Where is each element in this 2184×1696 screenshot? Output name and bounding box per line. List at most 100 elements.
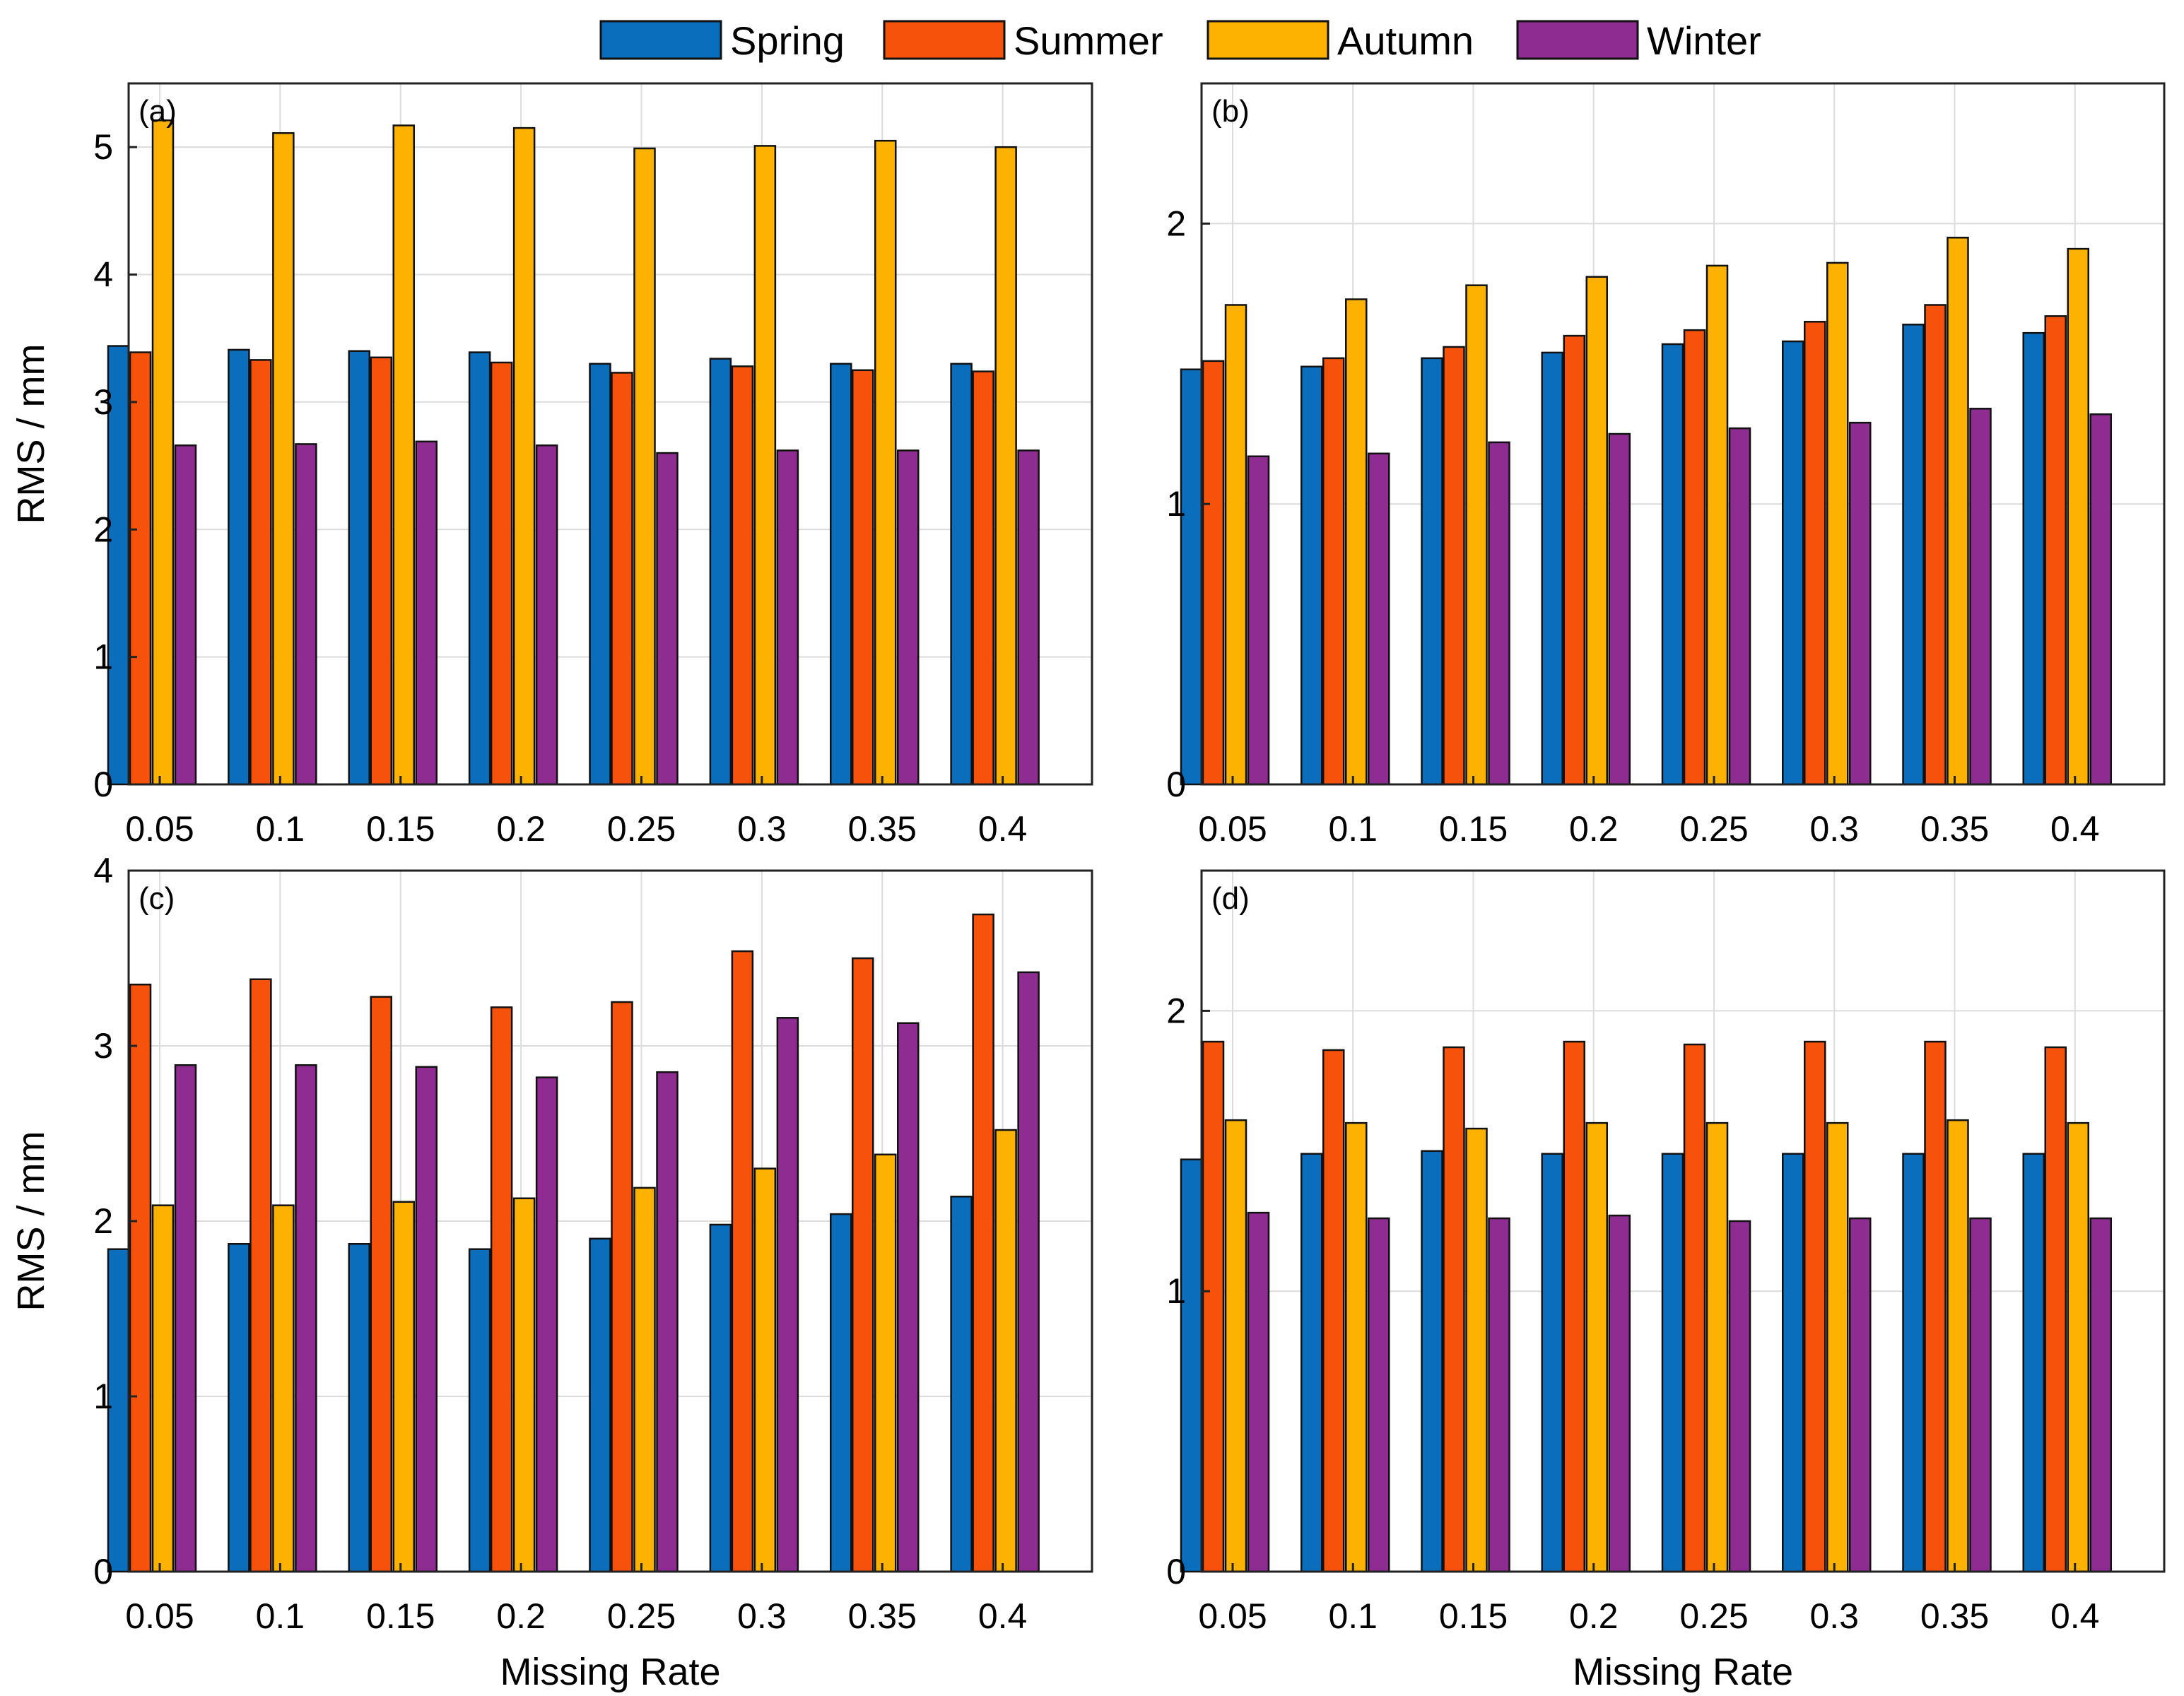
y-tick-label: 3: [93, 1026, 113, 1066]
bar-winter-0.4: [2089, 413, 2112, 786]
bar-summer-0.05: [1202, 360, 1225, 786]
bar-winter-0.2: [535, 444, 558, 786]
x-tick-label: 0.1: [1328, 1596, 1378, 1636]
x-tick-label: 0.05: [1198, 809, 1267, 849]
bar-summer-0.4: [2044, 1046, 2067, 1573]
bar-summer-0.15: [1443, 346, 1465, 786]
bar-spring-0.1: [1301, 1153, 1323, 1573]
bar-autumn-0.35: [1947, 1119, 1969, 1573]
legend-item-summer: Summer: [883, 18, 1163, 63]
bar-winter-0.3: [1849, 1217, 1872, 1573]
bar-summer-0.25: [1683, 329, 1706, 786]
bars: [1180, 1040, 2112, 1573]
x-tick-label: 0.35: [1920, 809, 1989, 849]
bar-spring-0.3: [1782, 340, 1804, 786]
bar-summer-0.2: [1563, 334, 1585, 786]
bar-autumn-0.2: [512, 126, 536, 786]
bar-summer-0.15: [370, 996, 392, 1573]
bar-spring-0.05: [1180, 1158, 1203, 1573]
bar-spring-0.2: [468, 351, 491, 786]
x-tick-label: 0.3: [1809, 809, 1859, 849]
bar-spring-0.3: [709, 1223, 732, 1573]
bar-spring-0.4: [950, 363, 973, 786]
bar-summer-0.1: [249, 978, 272, 1573]
panel-a: 0 1 2 3 4 5 0.05 0.1 0.15 0.2 0.25 0.3 0.35 0.4 (a) RMS…: [10, 82, 1093, 849]
bar-winter-0.25: [1728, 427, 1751, 786]
bar-autumn-0.15: [392, 1201, 415, 1573]
bar-summer-0.35: [852, 369, 874, 786]
x-tick-label: 0.2: [496, 1596, 546, 1636]
bar-winter-0.3: [776, 449, 799, 786]
bar-autumn-0.15: [1465, 284, 1488, 786]
axes-frame: [127, 82, 1093, 786]
bar-autumn-0.1: [272, 132, 295, 786]
bars: [1180, 236, 2112, 786]
bar-spring-0.05: [1180, 368, 1203, 786]
bar-autumn-0.25: [1705, 1121, 1729, 1573]
panel-c: 0 1 2 3 4 0.05 0.1 0.15 0.2 0.25 0.3 0.35 0.4 (c) RMS …: [10, 851, 1093, 1693]
legend-label-summer: Summer: [1014, 18, 1163, 63]
legend-swatch-winter: [1516, 20, 1639, 60]
bar-spring-0.35: [830, 1213, 852, 1573]
y-tick-label: 2: [1166, 991, 1186, 1030]
bar-spring-0.15: [1421, 1150, 1443, 1573]
x-tick-label: 0.15: [366, 1596, 435, 1636]
bar-autumn-0.3: [753, 145, 777, 786]
x-tick-label: 0.05: [125, 809, 194, 849]
panel-label: (d): [1211, 881, 1250, 916]
bar-summer-0.3: [1804, 1040, 1826, 1573]
panel-label: (a): [139, 94, 177, 129]
bar-winter-0.15: [1488, 441, 1510, 786]
bar-autumn-0.05: [1224, 304, 1247, 786]
y-axis-title: RMS / mm: [10, 1131, 52, 1312]
bar-winter-0.2: [535, 1076, 558, 1573]
bar-summer-0.2: [1563, 1040, 1585, 1573]
x-tick-label: 0.1: [256, 809, 305, 849]
y-tick-label: 1: [93, 637, 113, 677]
bars: [107, 913, 1040, 1573]
bar-winter-0.35: [897, 449, 920, 786]
bar-autumn-0.2: [512, 1197, 536, 1573]
bar-winter-0.1: [1368, 452, 1390, 786]
legend-item-winter: Winter: [1516, 18, 1761, 63]
bar-winter-0.35: [1969, 408, 1992, 786]
x-tick-label: 0.2: [1569, 1596, 1619, 1636]
bar-autumn-0.35: [1947, 236, 1969, 786]
bar-summer-0.15: [1443, 1046, 1465, 1573]
x-tick-label: 0.25: [1679, 1596, 1748, 1636]
legend-swatch-summer: [883, 20, 1006, 60]
x-tick-label: 0.3: [1809, 1596, 1859, 1636]
y-tick-label: 0: [93, 765, 113, 804]
x-tick-label: 0.15: [1439, 1596, 1508, 1636]
bar-spring-0.3: [709, 358, 732, 786]
bar-autumn-0.3: [1826, 1121, 1849, 1573]
y-tick-label: 1: [93, 1377, 113, 1416]
bar-winter-0.3: [776, 1017, 799, 1573]
bar-summer-0.05: [1202, 1040, 1225, 1573]
bar-spring-0.2: [468, 1248, 491, 1573]
bar-spring-0.1: [228, 348, 250, 786]
bar-winter-0.2: [1608, 432, 1631, 786]
bar-autumn-0.25: [633, 147, 656, 786]
y-tick-label: 1: [1166, 1271, 1186, 1311]
bar-autumn-0.35: [874, 139, 897, 786]
bar-summer-0.4: [972, 913, 994, 1573]
axes-frame: [1200, 82, 2166, 786]
bar-autumn-0.1: [1345, 298, 1368, 786]
x-tick-label: 0.4: [2050, 1596, 2100, 1636]
bar-summer-0.3: [731, 950, 754, 1573]
bar-spring-0.15: [348, 350, 370, 786]
bar-autumn-0.3: [753, 1167, 777, 1573]
y-axis: 0 1 2: [1166, 204, 1210, 804]
bar-autumn-0.1: [1345, 1121, 1368, 1573]
bar-summer-0.2: [490, 1006, 513, 1573]
bar-spring-0.15: [1421, 357, 1443, 786]
x-tick-label: 0.3: [737, 1596, 787, 1636]
panel-label: (c): [139, 881, 175, 916]
bar-autumn-0.15: [392, 124, 415, 786]
bar-winter-0.4: [2089, 1217, 2112, 1573]
bar-winter-0.1: [1368, 1217, 1390, 1573]
panels: 0 1 2 3 4 5 0.05 0.1 0.15 0.2 0.25 0.3 0.35 0.4 (a) RMS…: [10, 82, 2166, 1693]
x-tick-label: 0.25: [607, 1596, 676, 1636]
